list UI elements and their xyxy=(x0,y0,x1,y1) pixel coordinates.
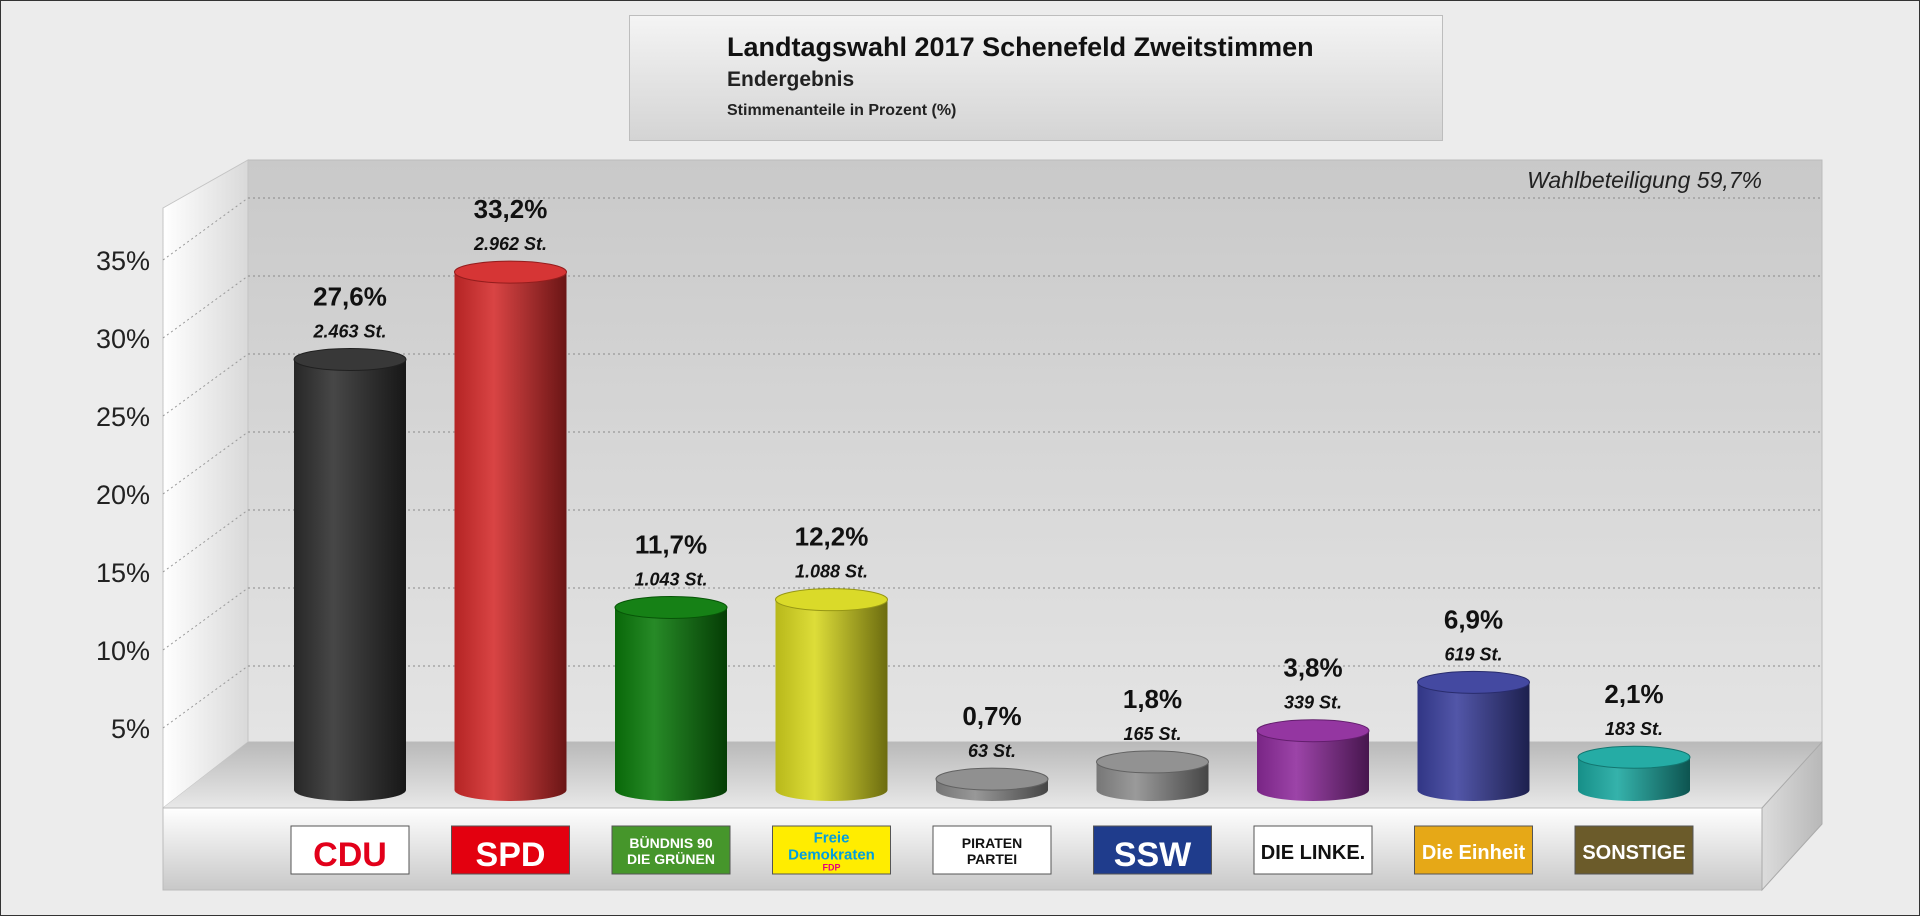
logo-background xyxy=(932,825,1052,875)
logo-background xyxy=(1414,825,1533,875)
bar-top xyxy=(775,588,888,612)
bar-value-label: 3,8% xyxy=(1283,653,1342,683)
y-tick-label: 25% xyxy=(96,402,150,432)
bar-8 xyxy=(1417,670,1530,801)
bars xyxy=(293,260,1691,802)
y-tick-label: 10% xyxy=(96,636,150,666)
chart-note: Stimmenanteile in Prozent (%) xyxy=(727,102,957,119)
bar-body xyxy=(775,599,888,801)
bar-body xyxy=(454,272,567,802)
logo-text: Freie xyxy=(814,830,850,847)
bar-value-label: 1,8% xyxy=(1123,684,1182,714)
logo-background xyxy=(451,825,570,875)
logo-1: CDU xyxy=(290,825,410,875)
bar-votes-label: 1.088 St. xyxy=(795,562,868,582)
bar-6 xyxy=(1096,750,1209,801)
bar-votes-label: 2.463 St. xyxy=(312,321,386,341)
logo-text: SONSTIGE xyxy=(1582,842,1685,864)
bar-votes-label: 183 St. xyxy=(1605,719,1663,739)
bar-value-label: 27,6% xyxy=(313,281,387,311)
y-tick-label: 35% xyxy=(96,246,150,276)
logo-background xyxy=(1574,825,1694,875)
logo-background xyxy=(1093,825,1212,875)
logo-9: SONSTIGE xyxy=(1574,825,1694,875)
logo-2: SPD xyxy=(451,825,570,875)
base-right-side xyxy=(1761,740,1823,892)
logo-7: DIE LINKE. xyxy=(1253,825,1373,875)
logo-6: SSW xyxy=(1093,825,1212,875)
logo-8: Die Einheit xyxy=(1414,825,1533,875)
bar-top xyxy=(614,595,728,619)
logo-text: DIE GRÜNEN xyxy=(627,851,715,867)
chart-title: Landtagswahl 2017 Schenefeld Zweitstimme… xyxy=(727,32,1314,62)
bar-9 xyxy=(1577,745,1691,801)
bar-top xyxy=(454,260,567,284)
bar-7 xyxy=(1256,719,1370,801)
bar-value-label: 11,7% xyxy=(635,529,707,559)
bar-votes-label: 165 St. xyxy=(1123,724,1181,744)
logo-background xyxy=(772,825,891,875)
y-tick-label: 5% xyxy=(111,714,150,744)
logo-background xyxy=(1253,825,1373,875)
bar-body xyxy=(294,359,406,801)
bar-body xyxy=(1257,730,1369,801)
logo-text: FDP xyxy=(823,863,841,873)
value-labels: 27,6% 2.463 St. 33,2% 2.962 St. 11,7% 1.043 S… xyxy=(312,194,1663,761)
y-tick-label: 30% xyxy=(96,324,150,354)
bar-1 xyxy=(293,347,407,801)
left-wall xyxy=(162,159,249,810)
bar-votes-label: 63 St. xyxy=(968,741,1016,761)
bar-body xyxy=(615,607,727,801)
logo-text: Demokraten xyxy=(788,847,875,864)
bar-value-label: 6,9% xyxy=(1444,604,1503,634)
bar-5 xyxy=(935,767,1049,801)
bar-votes-label: 339 St. xyxy=(1284,693,1342,713)
logo-text: CDU xyxy=(313,836,387,874)
y-axis-ticks: 5% 10% 15% 20% 25% 30% 35% xyxy=(96,246,150,744)
bar-value-label: 2,1% xyxy=(1604,679,1663,709)
bar-2 xyxy=(454,260,567,802)
bar-top xyxy=(935,767,1049,791)
bar-votes-label: 619 St. xyxy=(1444,644,1502,664)
logo-background xyxy=(611,825,731,875)
bar-top xyxy=(1256,719,1370,743)
logo-text: SSW xyxy=(1114,836,1192,874)
bar-top xyxy=(1096,750,1209,774)
bar-top xyxy=(1417,670,1530,694)
bar-4 xyxy=(775,588,888,801)
turnout-label: Wahlbeteiligung 59,7% xyxy=(1527,167,1762,193)
y-tick-label: 15% xyxy=(96,558,150,588)
bar-top xyxy=(293,347,407,371)
gridlines xyxy=(162,197,1822,729)
bar-3 xyxy=(614,595,728,801)
logo-background xyxy=(290,825,410,875)
logo-text: SPD xyxy=(476,836,546,874)
bar-top xyxy=(1577,745,1691,769)
logo-text: PIRATEN xyxy=(962,835,1022,851)
logo-text: DIE LINKE. xyxy=(1261,842,1365,864)
bar-body xyxy=(1417,682,1530,801)
logo-text: Die Einheit xyxy=(1422,842,1526,864)
bar-value-label: 0,7% xyxy=(962,701,1021,731)
bar-votes-label: 1.043 St. xyxy=(634,569,707,589)
title-box: Landtagswahl 2017 Schenefeld Zweitstimme… xyxy=(629,15,1443,141)
y-tick-label: 20% xyxy=(96,480,150,510)
logo-text: BÜNDNIS 90 xyxy=(629,835,712,851)
logo-text: PARTEI xyxy=(967,851,1017,867)
bar-votes-label: 2.962 St. xyxy=(473,234,547,254)
chart-subtitle: Endergebnis xyxy=(727,68,855,91)
bar-value-label: 12,2% xyxy=(795,522,869,552)
bar-body xyxy=(1578,757,1690,801)
bar-value-label: 33,2% xyxy=(474,194,548,224)
